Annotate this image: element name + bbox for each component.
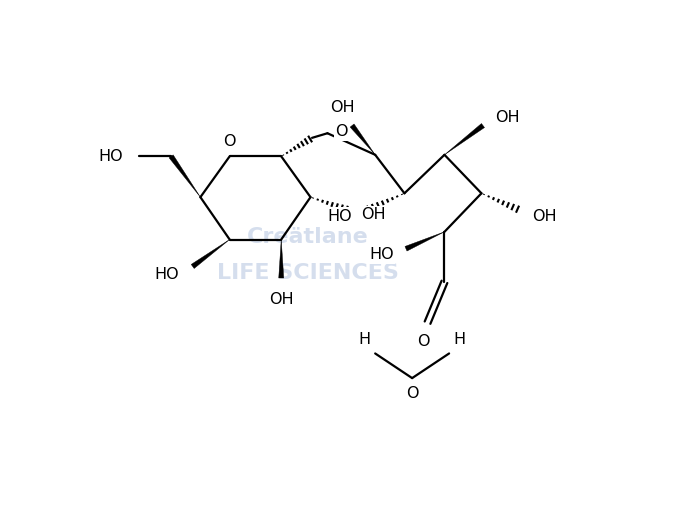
Text: OH: OH	[331, 100, 355, 115]
Text: H: H	[358, 332, 370, 347]
Text: HO: HO	[327, 209, 352, 224]
Text: O: O	[335, 124, 347, 139]
Text: OH: OH	[532, 209, 557, 224]
Text: O: O	[406, 386, 418, 401]
Text: OH: OH	[496, 110, 520, 125]
Polygon shape	[405, 232, 445, 251]
Text: OH: OH	[361, 207, 386, 223]
Polygon shape	[445, 124, 484, 155]
Polygon shape	[350, 124, 375, 155]
Text: HO: HO	[99, 149, 123, 164]
Text: O: O	[223, 134, 236, 149]
Text: HO: HO	[369, 248, 394, 263]
Polygon shape	[169, 155, 200, 197]
Text: OH: OH	[269, 292, 294, 307]
Text: H: H	[454, 332, 466, 347]
Text: O: O	[418, 334, 430, 349]
Polygon shape	[191, 240, 230, 268]
Text: HO: HO	[155, 267, 179, 282]
Text: Creätlane
LIFE SCIENCES: Creätlane LIFE SCIENCES	[217, 227, 399, 283]
Polygon shape	[278, 240, 284, 278]
